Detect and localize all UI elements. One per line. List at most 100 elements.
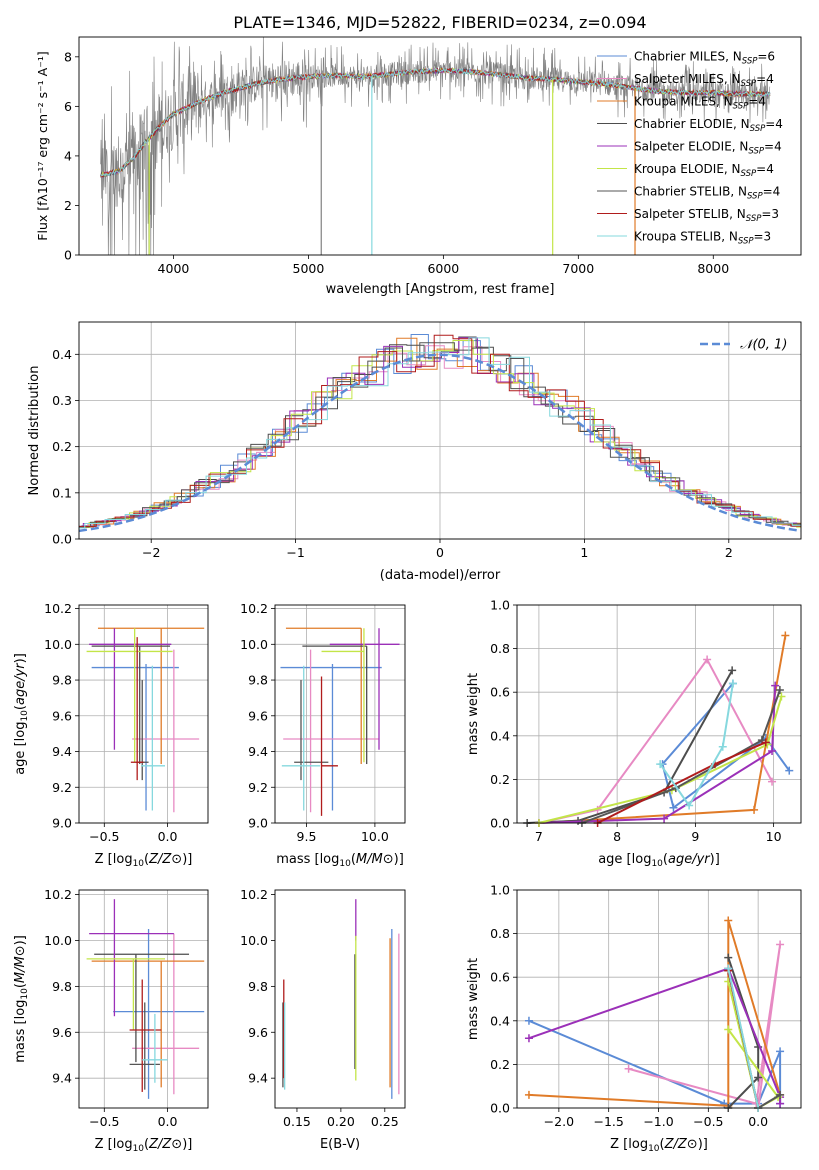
y-axis-label: Normed distribution: [27, 366, 42, 496]
y-tick-label: 9.8: [52, 673, 72, 688]
normal-reference-curve: [79, 353, 801, 533]
model-spectrum-line: [100, 67, 771, 177]
x-tick-label: 10.0: [361, 829, 389, 844]
x-axis-label: E(B-V): [320, 1137, 360, 1152]
legend: Chabrier MILES, NSSP=6 Salpeter MILES, NS…: [597, 50, 783, 247]
weight-series-line: [727, 968, 760, 1109]
weight-point-marker: [750, 805, 759, 814]
y-tick-label: 10.0: [44, 933, 72, 948]
y-tick-label: 0.4: [490, 1013, 510, 1028]
legend-entry: Chabrier ELODIE, NSSP=4: [634, 117, 783, 134]
y-tick-label: 0.8: [490, 641, 510, 656]
y-tick-label: 10.2: [240, 887, 268, 902]
legend-entry: Kroupa STELIB, NSSP=3: [634, 230, 771, 247]
x-tick-label: 8000: [697, 261, 729, 276]
residual-histogram-line: [79, 337, 801, 529]
weight-point-marker: [781, 631, 790, 640]
y-tick-label: 9.4: [52, 1071, 72, 1086]
weight-point-marker: [656, 760, 665, 769]
weight-point-marker: [524, 1034, 533, 1043]
x-axis-label: mass [log10(M/M⊙)]: [276, 852, 404, 869]
weight-series-line: [628, 944, 782, 1109]
axes-weight_vs_age: 7 8 9 10 0.0 0.2 0.4 0.6 0.8 1.0 mass weight age [l…: [466, 598, 802, 869]
y-tick-label: 8: [64, 49, 72, 64]
x-tick-label: 7: [535, 829, 543, 844]
x-tick-label: −2: [142, 545, 160, 560]
y-tick-label: 2: [64, 198, 72, 213]
x-tick-label: −0.5: [693, 1114, 723, 1129]
x-axis-label: Z [log10(Z/Z⊙)]: [610, 1137, 708, 1154]
y-tick-label: 10.2: [44, 887, 72, 902]
weight-point-marker: [785, 766, 794, 775]
axes-weight_vs_Z: −2.0 −1.5 −1.0 −0.5 0.0 0.0 0.2 0.4 0.6 0.8 1.0 mas…: [466, 883, 802, 1154]
y-tick-label: 9.4: [248, 1071, 268, 1086]
legend-entry: Kroupa MILES, NSSP=4: [634, 95, 766, 112]
axes-age_vs_mass: 9.5 10.0 9.0 9.2 9.4 9.6 9.8 10.0 10.2 mass [log1…: [240, 601, 406, 869]
y-tick-label: 9.2: [52, 780, 72, 795]
y-tick-label: 0.2: [490, 772, 510, 787]
residual-histogram-line: [79, 334, 801, 527]
y-tick-label: 0.6: [490, 970, 510, 985]
weight-point-marker: [761, 738, 770, 747]
axes-frame-spectrum: [78, 36, 802, 256]
x-tick-label: −2.0: [544, 1114, 574, 1129]
y-tick-label: 0.0: [490, 1101, 510, 1116]
weight-point-marker: [776, 1090, 785, 1099]
y-tick-label: 0.0: [52, 532, 72, 547]
axes-frame-mass_vs_EBV: [274, 889, 406, 1109]
x-tick-label: −1.5: [593, 1114, 623, 1129]
y-tick-label: 9.6: [52, 708, 72, 723]
y-tick-label: 0.8: [490, 926, 510, 941]
weight-point-marker: [724, 916, 733, 925]
weight-point-marker: [728, 679, 737, 688]
y-tick-label: 1.0: [490, 598, 510, 613]
axes-residuals: −2 −1 0 1 2 0.0 0.1 0.2 0.3 0.4 (data-model)/error…: [27, 321, 802, 583]
y-tick-label: 9.6: [52, 1025, 72, 1040]
residual-histograms: [79, 334, 801, 533]
residual-histogram-line: [79, 342, 801, 529]
legend-entry: Salpeter ELODIE, NSSP=4: [634, 140, 782, 157]
axes-mass_vs_EBV: 0.15 0.20 0.25 9.4 9.6 9.8 10.0 10.2 E(B-V): [240, 887, 406, 1152]
axes-frame-residuals: [78, 321, 802, 540]
y-tick-label: 0.0: [490, 816, 510, 831]
spectrum-lines: [100, 37, 771, 255]
y-tick-label: 10.0: [44, 637, 72, 652]
weight-point-marker: [660, 814, 669, 823]
axes-frame-age_vs_Z: [78, 604, 209, 824]
weight-point-marker: [524, 1090, 533, 1099]
x-tick-label: −1: [286, 545, 304, 560]
x-tick-label: 5000: [293, 261, 325, 276]
x-tick-label: −0.5: [89, 829, 119, 844]
y-tick-label: 6: [64, 99, 72, 114]
y-axis-label: age [log10(age/yr)]: [13, 653, 30, 775]
axes-frame-mass_vs_Z: [78, 889, 209, 1109]
weight-point-marker: [768, 747, 777, 756]
x-tick-label: 0.15: [283, 1114, 311, 1129]
x-tick-label: 0.20: [327, 1114, 355, 1129]
weight-point-marker: [685, 801, 694, 810]
x-tick-label: 6000: [427, 261, 459, 276]
y-tick-label: 4: [64, 148, 72, 163]
axes-mass_vs_Z: −0.5 0.0 9.4 9.6 9.8 10.0 10.2 Z [log10(Z/Z⊙)] m…: [13, 887, 209, 1154]
x-tick-label: 0: [436, 545, 444, 560]
weight-point-marker: [724, 953, 733, 962]
y-tick-label: 0.3: [52, 393, 72, 408]
axes-age_vs_Z: −0.5 0.0 9.0 9.2 9.4 9.6 9.8 10.0 10.2 Z [log10(Z…: [13, 601, 209, 869]
legend-entry: Salpeter STELIB, NSSP=3: [634, 207, 779, 224]
y-tick-label: 10.0: [240, 933, 268, 948]
weight-point-marker: [776, 940, 785, 949]
y-tick-label: 0.4: [52, 347, 72, 362]
weight-series-line: [528, 920, 782, 1107]
weight-point-marker: [754, 1073, 763, 1082]
axes-spectrum: 4000 5000 6000 7000 8000 0 2 4 6 8 wavelength [Ang…: [35, 36, 802, 297]
legend-entry: Chabrier STELIB, NSSP=4: [634, 185, 780, 202]
x-axis-label: Z [log10(Z/Z⊙)]: [95, 1137, 193, 1154]
y-tick-label: 0.1: [52, 485, 72, 500]
x-tick-label: 10: [766, 829, 782, 844]
weight-series-line: [727, 957, 760, 1109]
x-tick-label: 0.0: [748, 1114, 768, 1129]
weight-point-marker: [669, 803, 678, 812]
x-tick-label: 4000: [158, 261, 190, 276]
weight-point-marker: [776, 1099, 785, 1108]
y-axis-label: Flux [fλ10⁻¹⁷ erg cm⁻² s⁻¹ A⁻¹]: [35, 51, 50, 240]
